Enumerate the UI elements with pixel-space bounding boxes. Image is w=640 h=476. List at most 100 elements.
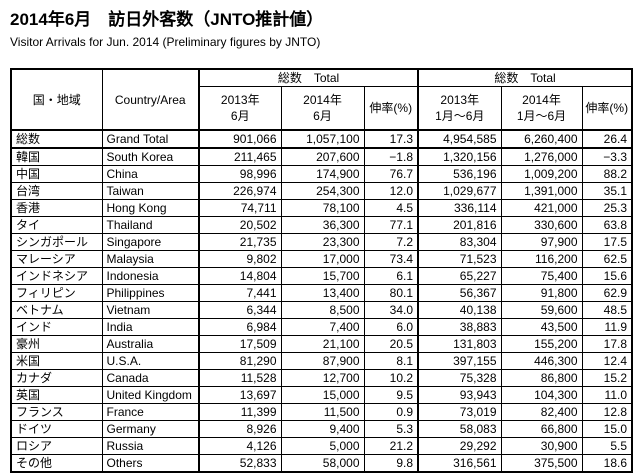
cell-jun2013: 211,465 bbox=[198, 147, 282, 166]
cell-h1-2013: 316,561 bbox=[417, 454, 502, 473]
cell-country-en: Hong Kong bbox=[101, 199, 200, 217]
header-jun2013: 2013年 6月 bbox=[198, 86, 282, 131]
cell-growth-h1: 15.0 bbox=[581, 420, 633, 438]
cell-country-en: Indonesia bbox=[101, 267, 200, 285]
cell-h1-2013: 4,954,585 bbox=[417, 129, 502, 149]
table-row: タイ Thailand 20,502 36,300 77.1 201,816 330,600… bbox=[10, 216, 633, 234]
cell-growth-jun: 73.4 bbox=[363, 250, 419, 268]
cell-h1-2013: 29,292 bbox=[417, 437, 502, 455]
cell-country-jp: ロシア bbox=[10, 437, 103, 455]
cell-growth-jun: 76.7 bbox=[363, 165, 419, 183]
cell-growth-h1: 11.0 bbox=[581, 386, 633, 404]
cell-growth-jun: 0.9 bbox=[363, 403, 419, 421]
cell-jun2014: 12,700 bbox=[280, 369, 365, 387]
header-jun2014-line2: 6月 bbox=[313, 109, 332, 123]
cell-growth-jun: 6.1 bbox=[363, 267, 419, 285]
cell-country-jp: 中国 bbox=[10, 165, 103, 183]
cell-country-jp: フィリピン bbox=[10, 284, 103, 302]
cell-growth-h1: 62.5 bbox=[581, 250, 633, 268]
cell-jun2013: 52,833 bbox=[198, 454, 282, 473]
cell-growth-h1: 17.8 bbox=[581, 335, 633, 353]
cell-h1-2013: 201,816 bbox=[417, 216, 502, 234]
cell-jun2013: 9,802 bbox=[198, 250, 282, 268]
cell-jun2013: 11,399 bbox=[198, 403, 282, 421]
cell-h1-2014: 86,800 bbox=[500, 369, 583, 387]
cell-h1-2014: 1,391,000 bbox=[500, 182, 583, 200]
table-row: 英国 United Kingdom 13,697 15,000 9.5 93,943 104… bbox=[10, 386, 633, 404]
cell-country-en: Canada bbox=[101, 369, 200, 387]
header-group-total-h1: 総数 Total bbox=[417, 68, 633, 87]
header-growth-h1: 伸率(%) bbox=[581, 86, 633, 131]
cell-growth-h1: 26.4 bbox=[581, 129, 633, 149]
cell-country-jp: 英国 bbox=[10, 386, 103, 404]
cell-jun2013: 74,711 bbox=[198, 199, 282, 217]
cell-country-en: Malaysia bbox=[101, 250, 200, 268]
cell-h1-2013: 75,328 bbox=[417, 369, 502, 387]
table-row: 総数 Grand Total 901,066 1,057,100 17.3 4,954,5… bbox=[10, 129, 633, 149]
cell-h1-2013: 336,114 bbox=[417, 199, 502, 217]
cell-country-jp: 米国 bbox=[10, 352, 103, 370]
cell-country-jp: 香港 bbox=[10, 199, 103, 217]
cell-h1-2014: 6,260,400 bbox=[500, 129, 583, 149]
header-subrow: 2013年 6月 2014年 6月 伸率(%) 2013年 1月～6月 2014… bbox=[11, 86, 633, 131]
cell-country-en: China bbox=[101, 165, 200, 183]
table-body: 総数 Grand Total 901,066 1,057,100 17.3 4,954,5… bbox=[10, 129, 633, 473]
cell-country-en: Thailand bbox=[101, 216, 200, 234]
visitor-arrivals-table: 国・地域 Country/Area 総数 Total 総数 Total 2013… bbox=[10, 68, 633, 473]
cell-country-jp: シンガポール bbox=[10, 233, 103, 251]
cell-h1-2013: 71,523 bbox=[417, 250, 502, 268]
cell-country-jp: カナダ bbox=[10, 369, 103, 387]
cell-growth-jun: 7.2 bbox=[363, 233, 419, 251]
table-row: 中国 China 98,996 174,900 76.7 536,196 1,009,200… bbox=[10, 165, 633, 183]
cell-h1-2014: 75,400 bbox=[500, 267, 583, 285]
header-h1-2014: 2014年 1月～6月 bbox=[500, 86, 583, 131]
cell-h1-2014: 1,276,000 bbox=[500, 147, 583, 166]
cell-h1-2013: 93,943 bbox=[417, 386, 502, 404]
header-jun2013-line1: 2013年 bbox=[220, 93, 260, 107]
cell-country-jp: ドイツ bbox=[10, 420, 103, 438]
cell-jun2014: 36,300 bbox=[280, 216, 365, 234]
cell-jun2014: 87,900 bbox=[280, 352, 365, 370]
cell-growth-h1: 17.5 bbox=[581, 233, 633, 251]
cell-jun2014: 254,300 bbox=[280, 182, 365, 200]
table-row: その他 Others 52,833 58,000 9.8 316,561 375,500 18… bbox=[10, 454, 633, 473]
cell-jun2014: 7,400 bbox=[280, 318, 365, 336]
cell-growth-jun: 8.1 bbox=[363, 352, 419, 370]
cell-jun2014: 8,500 bbox=[280, 301, 365, 319]
cell-country-en: Vietnam bbox=[101, 301, 200, 319]
cell-jun2014: 11,500 bbox=[280, 403, 365, 421]
cell-country-jp: インド bbox=[10, 318, 103, 336]
cell-country-en: U.S.A. bbox=[101, 352, 200, 370]
cell-country-jp: タイ bbox=[10, 216, 103, 234]
cell-growth-jun: 9.8 bbox=[363, 454, 419, 473]
cell-growth-h1: 25.3 bbox=[581, 199, 633, 217]
cell-growth-jun: 77.1 bbox=[363, 216, 419, 234]
cell-growth-h1: 62.9 bbox=[581, 284, 633, 302]
cell-h1-2013: 58,083 bbox=[417, 420, 502, 438]
cell-h1-2014: 330,600 bbox=[500, 216, 583, 234]
cell-growth-jun: 12.0 bbox=[363, 182, 419, 200]
header-h1-2013-line1: 2013年 bbox=[440, 93, 480, 107]
cell-h1-2013: 397,155 bbox=[417, 352, 502, 370]
cell-jun2013: 8,926 bbox=[198, 420, 282, 438]
table-row: 香港 Hong Kong 74,711 78,100 4.5 336,114 421,000… bbox=[10, 199, 633, 217]
cell-country-en: Grand Total bbox=[101, 129, 200, 149]
cell-jun2013: 226,974 bbox=[198, 182, 282, 200]
cell-country-en: Taiwan bbox=[101, 182, 200, 200]
cell-jun2013: 20,502 bbox=[198, 216, 282, 234]
cell-jun2014: 1,057,100 bbox=[280, 129, 365, 149]
cell-jun2014: 21,100 bbox=[280, 335, 365, 353]
cell-growth-h1: 11.9 bbox=[581, 318, 633, 336]
cell-h1-2013: 65,227 bbox=[417, 267, 502, 285]
cell-country-en: South Korea bbox=[101, 147, 200, 166]
cell-jun2014: 15,700 bbox=[280, 267, 365, 285]
cell-country-en: Russia bbox=[101, 437, 200, 455]
cell-jun2014: 17,000 bbox=[280, 250, 365, 268]
cell-jun2014: 207,600 bbox=[280, 147, 365, 166]
table-row: シンガポール Singapore 21,735 23,300 7.2 83,304 97,9… bbox=[10, 233, 633, 251]
cell-jun2014: 58,000 bbox=[280, 454, 365, 473]
table-row: インドネシア Indonesia 14,804 15,700 6.1 65,227 75,4… bbox=[10, 267, 633, 285]
header-jun2014-line1: 2014年 bbox=[303, 93, 342, 107]
cell-country-en: India bbox=[101, 318, 200, 336]
